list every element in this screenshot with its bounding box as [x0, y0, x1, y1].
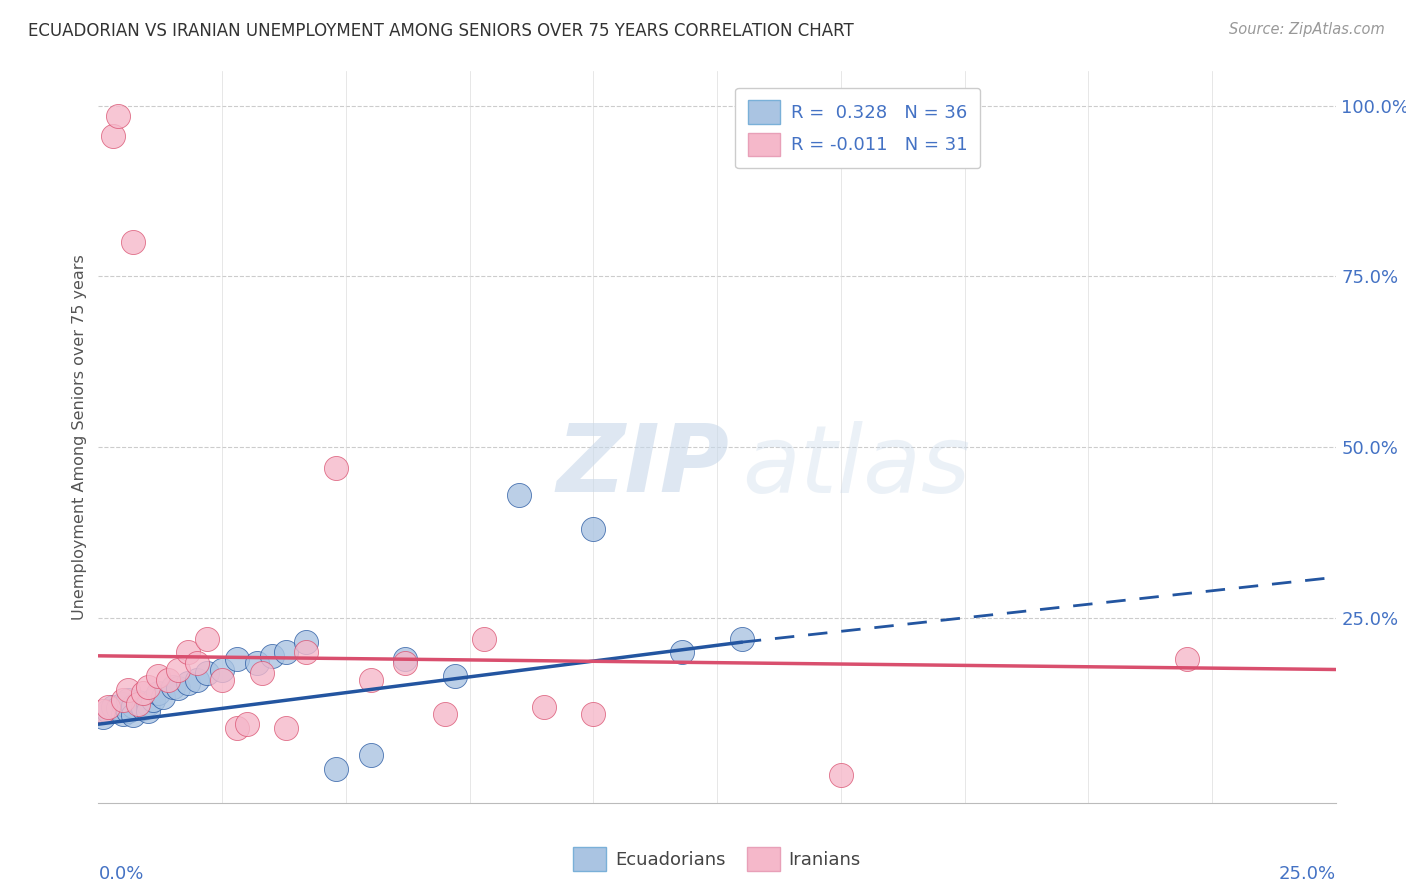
Point	[112, 697, 135, 711]
Point	[250, 665, 273, 680]
Point	[112, 693, 135, 707]
Point	[132, 701, 155, 715]
Point	[117, 704, 139, 718]
Point	[443, 669, 465, 683]
Point	[117, 683, 139, 698]
Point	[142, 693, 165, 707]
Point	[186, 673, 208, 687]
Point	[731, 632, 754, 646]
Point	[122, 698, 145, 713]
Point	[122, 708, 145, 723]
Point	[103, 700, 125, 714]
Point	[276, 645, 298, 659]
Point	[325, 762, 347, 776]
Text: Source: ZipAtlas.com: Source: ZipAtlas.com	[1229, 22, 1385, 37]
Point	[360, 673, 382, 687]
Point	[127, 695, 149, 709]
Point	[162, 680, 184, 694]
Point	[136, 697, 159, 711]
Point	[1175, 652, 1198, 666]
Point	[211, 673, 233, 687]
Text: 25.0%: 25.0%	[1278, 865, 1336, 883]
Point	[508, 488, 530, 502]
Point	[176, 645, 198, 659]
Point	[582, 706, 605, 721]
Point	[474, 632, 496, 646]
Point	[226, 652, 249, 666]
Legend: Ecuadorians, Iranians: Ecuadorians, Iranians	[567, 840, 868, 878]
Point	[97, 704, 120, 718]
Point	[117, 693, 139, 707]
Point	[127, 697, 149, 711]
Point	[325, 460, 347, 475]
Point	[122, 235, 145, 250]
Point	[195, 632, 218, 646]
Point	[93, 704, 115, 718]
Point	[226, 721, 249, 735]
Point	[295, 645, 318, 659]
Text: 0.0%: 0.0%	[98, 865, 143, 883]
Point	[186, 656, 208, 670]
Y-axis label: Unemployment Among Seniors over 75 years: Unemployment Among Seniors over 75 years	[72, 254, 87, 620]
Point	[394, 656, 416, 670]
Point	[136, 704, 159, 718]
Point	[433, 706, 456, 721]
Text: ZIP: ZIP	[557, 420, 730, 512]
Text: ECUADORIAN VS IRANIAN UNEMPLOYMENT AMONG SENIORS OVER 75 YEARS CORRELATION CHART: ECUADORIAN VS IRANIAN UNEMPLOYMENT AMONG…	[28, 22, 853, 40]
Point	[360, 747, 382, 762]
Point	[260, 648, 283, 663]
Point	[176, 676, 198, 690]
Point	[97, 700, 120, 714]
Point	[107, 109, 129, 123]
Point	[166, 681, 188, 695]
Point	[107, 701, 129, 715]
Point	[132, 686, 155, 700]
Point	[146, 669, 169, 683]
Point	[136, 680, 159, 694]
Point	[276, 721, 298, 735]
Point	[152, 690, 174, 704]
Point	[533, 700, 555, 714]
Point	[195, 665, 218, 680]
Point	[295, 635, 318, 649]
Text: atlas: atlas	[742, 421, 970, 512]
Point	[156, 673, 179, 687]
Point	[582, 522, 605, 536]
Point	[211, 663, 233, 677]
Point	[112, 706, 135, 721]
Point	[394, 652, 416, 666]
Point	[671, 645, 693, 659]
Point	[103, 129, 125, 144]
Point	[246, 656, 269, 670]
Point	[166, 663, 188, 677]
Point	[830, 768, 852, 782]
Point	[93, 710, 115, 724]
Point	[146, 686, 169, 700]
Point	[236, 717, 259, 731]
